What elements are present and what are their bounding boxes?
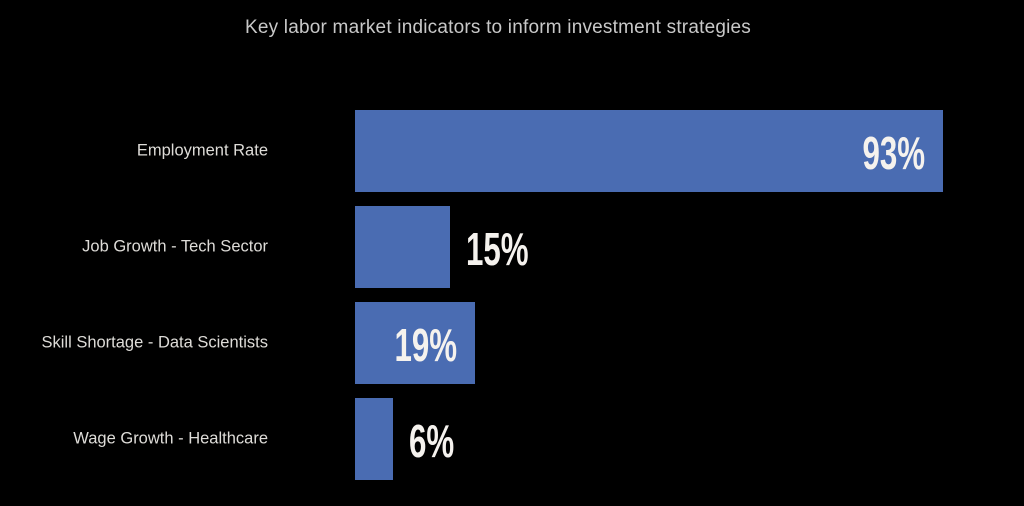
category-label: Wage Growth - Healthcare bbox=[73, 429, 268, 448]
bar-segment bbox=[355, 206, 450, 288]
bar-segment bbox=[355, 398, 393, 480]
value-label: 93% bbox=[862, 127, 925, 179]
chart-title: Key labor market indicators to inform in… bbox=[244, 17, 752, 38]
value-label: 19% bbox=[394, 319, 457, 371]
category-label: Skill Shortage - Data Scientists bbox=[41, 333, 268, 352]
chart-rows: Employment Rate 93% Job Growth - Tech Sect… bbox=[0, 110, 1024, 494]
bar-segment bbox=[355, 110, 943, 192]
category-label: Employment Rate bbox=[136, 141, 268, 160]
chart-row: Wage Growth - Healthcare 6% bbox=[0, 398, 1024, 480]
value-label: 15% bbox=[466, 223, 529, 275]
chart-row: Skill Shortage - Data Scientists 19% bbox=[0, 302, 1024, 384]
chart-row: Job Growth - Tech Sector 15% bbox=[0, 206, 1024, 288]
category-label: Job Growth - Tech Sector bbox=[82, 237, 268, 256]
chart-row: Employment Rate 93% bbox=[0, 110, 1024, 192]
bar-segment bbox=[355, 302, 475, 384]
value-label: 6% bbox=[409, 415, 455, 467]
